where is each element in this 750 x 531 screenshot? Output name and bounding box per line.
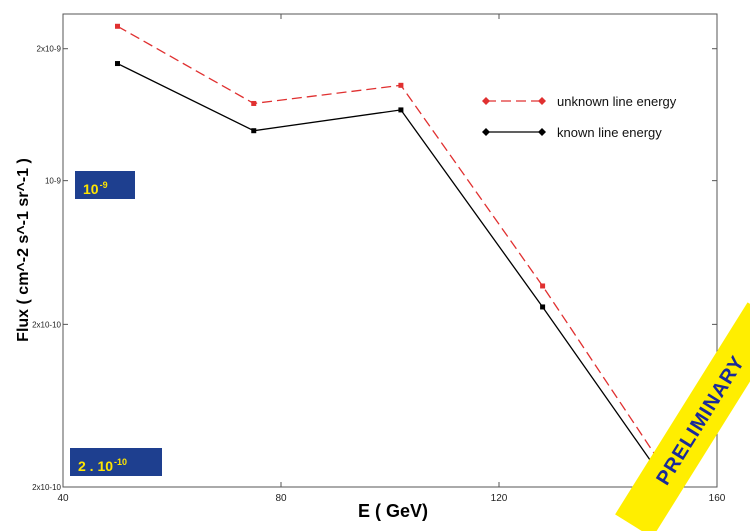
y-tick-label: 2x10-9 bbox=[37, 45, 62, 54]
preliminary-banner: PRELIMINARY bbox=[615, 302, 750, 531]
legend-label-1: unknown line energy bbox=[557, 94, 677, 109]
data-point bbox=[540, 283, 546, 289]
annotation-box-upper: 10-9 bbox=[75, 171, 135, 199]
data-point bbox=[251, 128, 257, 134]
annotation-box-lower: 2 . 10-10 bbox=[70, 448, 162, 476]
data-point bbox=[540, 304, 546, 310]
legend-label-2: known line energy bbox=[557, 125, 662, 140]
legend-marker bbox=[538, 97, 546, 105]
svg-text:PRELIMINARY: PRELIMINARY bbox=[652, 352, 749, 489]
y-tick-label: 2x10-10 bbox=[32, 483, 61, 492]
data-point bbox=[398, 107, 404, 113]
series-layer bbox=[115, 23, 676, 485]
x-tick-label: 160 bbox=[709, 493, 726, 504]
y-tick-label: 10-9 bbox=[45, 177, 62, 186]
ticks-layer: 40 80 120 160 2x10-9 10-9 2x10-10 2x10-10 bbox=[32, 14, 726, 504]
legend-marker bbox=[482, 97, 490, 105]
data-point bbox=[251, 100, 257, 106]
y-axis-label: Flux ( cm^-2 s^-1 sr^-1 ) bbox=[15, 158, 32, 342]
data-point bbox=[398, 82, 404, 88]
y-tick-label: 2x10-10 bbox=[32, 320, 61, 329]
x-axis-label: E ( GeV) bbox=[358, 501, 428, 521]
x-tick-label: 40 bbox=[57, 493, 69, 504]
legend-marker bbox=[538, 128, 546, 136]
legend-marker bbox=[482, 128, 490, 136]
legend: unknown line energy known line energy bbox=[482, 94, 677, 140]
x-tick-label: 80 bbox=[275, 493, 287, 504]
plot-frame bbox=[62, 13, 718, 488]
x-tick-label: 120 bbox=[491, 493, 508, 504]
data-point bbox=[115, 61, 120, 67]
data-point bbox=[115, 23, 120, 29]
